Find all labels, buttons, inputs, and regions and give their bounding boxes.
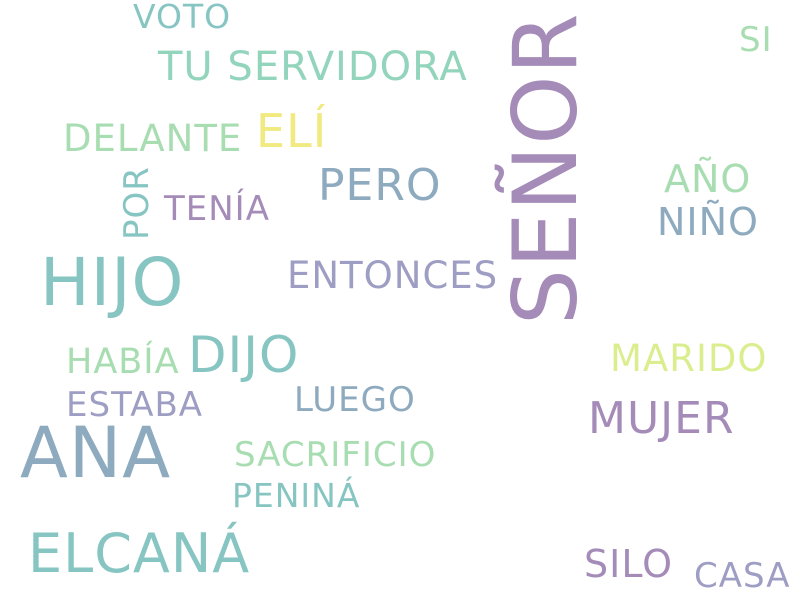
word-luego: LUEGO	[294, 380, 416, 420]
word-si: SI	[739, 20, 773, 60]
word-ana: ANA	[20, 412, 172, 494]
word-tenia: TENÍA	[164, 189, 270, 229]
word-marido: MARIDO	[610, 337, 768, 380]
word-nino: NIÑO	[657, 200, 759, 244]
word-pero: PERO	[318, 160, 442, 211]
word-voto: VOTO	[133, 0, 232, 36]
word-elcana: ELCANÁ	[28, 522, 251, 585]
word-por: POR	[117, 166, 157, 240]
word-delante: DELANTE	[63, 117, 243, 160]
word-hijo: HIJO	[40, 244, 185, 321]
word-senor: SEÑOR	[494, 12, 597, 325]
word-habia: HABÍA	[66, 342, 180, 382]
word-penina: PENINÁ	[232, 476, 361, 515]
word-casa: CASA	[694, 556, 791, 596]
word-sacrificio: SACRIFICIO	[234, 435, 437, 475]
word-mujer: MUJER	[588, 393, 735, 444]
word-tu-servidora: TU SERVIDORA	[158, 44, 468, 90]
word-eli: ELÍ	[256, 104, 328, 158]
word-entonces: ENTONCES	[287, 254, 499, 297]
word-ano: AÑO	[664, 157, 752, 201]
word-dijo: DIJO	[188, 326, 300, 384]
word-estaba: ESTABA	[66, 385, 204, 425]
word-silo: SILO	[584, 542, 674, 586]
